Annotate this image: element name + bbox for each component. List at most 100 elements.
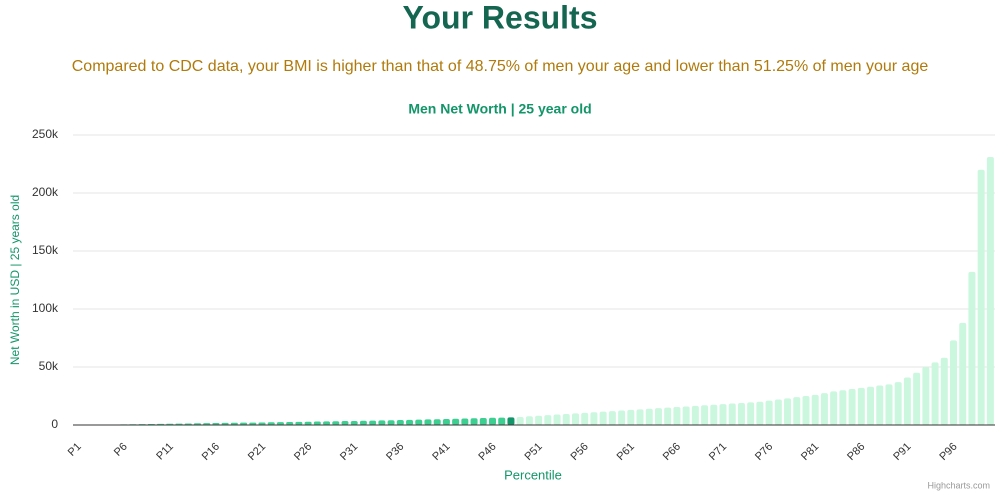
bar [544,415,551,425]
bar [987,157,994,425]
x-tick-label: P26 [292,441,314,463]
bar [683,406,690,425]
bar [572,413,579,425]
bar [885,384,892,425]
bar [351,421,358,425]
bar [498,418,505,425]
bar [424,419,431,425]
bar [950,340,957,425]
x-axis-title: Percentile [504,467,562,482]
bar [332,421,339,425]
bar [517,417,524,425]
bar [738,403,745,425]
bar [480,418,487,425]
bar [673,407,680,425]
bar [821,393,828,425]
x-tick-label: P51 [522,441,544,463]
bar [461,419,468,425]
bar [590,412,597,425]
x-tick-label: P56 [569,441,591,463]
bar [415,420,422,425]
bar [968,272,975,425]
bar [932,362,939,425]
y-tick-label: 50k [39,359,59,373]
x-tick-label: P91 [891,441,913,463]
bar [895,382,902,425]
bar [443,419,450,425]
bar [913,373,920,425]
bar [397,420,404,425]
bar [867,387,874,425]
y-tick-label: 200k [32,185,59,199]
x-tick-label: P16 [200,441,222,463]
bar [710,405,717,425]
bar [452,419,459,425]
x-tick-label: P61 [615,441,637,463]
bar [849,389,856,425]
bar [692,406,699,425]
x-tick-label: P76 [753,441,775,463]
x-tick-label: P31 [338,441,360,463]
y-tick-label: 100k [32,301,59,315]
x-tick-label: P6 [112,441,130,459]
bar [388,420,395,425]
bar [507,417,514,425]
x-tick-label: P81 [799,441,821,463]
bar [627,410,634,425]
x-tick-label: P1 [66,441,84,459]
bar [434,419,441,425]
bar [618,411,625,426]
bar [600,412,607,425]
bar [655,408,662,425]
bar [526,416,533,425]
bar [839,390,846,425]
bar [720,404,727,425]
bar [664,408,671,425]
bar [904,377,911,425]
bar [876,386,883,425]
bar [941,358,948,425]
bar [554,415,561,425]
bar [563,414,570,425]
x-tick-label: P66 [661,441,683,463]
bar [341,421,348,425]
y-axis-title: Net Worth in USD | 25 years old [8,195,22,365]
credit: Highcharts.com [927,480,990,490]
bar [314,422,321,425]
x-tick-label: P46 [476,441,498,463]
bar [830,391,837,425]
bar [802,396,809,425]
bar [858,388,865,425]
bar [535,416,542,425]
bar [766,401,773,425]
x-tick-label: P36 [384,441,406,463]
bar [775,399,782,425]
bar [747,402,754,425]
bar [360,421,367,425]
x-tick-label: P96 [937,441,959,463]
x-tick-label: P86 [845,441,867,463]
bar [489,418,496,425]
bar [978,170,985,425]
bar [812,395,819,425]
bar [369,421,376,425]
bar [959,323,966,425]
page-title: Your Results [403,0,598,35]
y-tick-label: 0 [51,417,58,431]
bar [701,405,708,425]
chart-title: Men Net Worth | 25 year old [408,101,591,117]
x-tick-label: P71 [707,441,729,463]
bar [637,409,644,425]
bar [646,409,653,425]
bar [793,397,800,425]
bar [784,398,791,425]
bar [323,421,330,425]
bar [471,418,478,425]
bar [609,411,616,425]
bar [378,420,385,425]
result-summary: Compared to CDC data, your BMI is higher… [72,58,929,75]
x-tick-label: P41 [430,441,452,463]
bar [581,413,588,425]
x-tick-label: P21 [246,441,268,463]
